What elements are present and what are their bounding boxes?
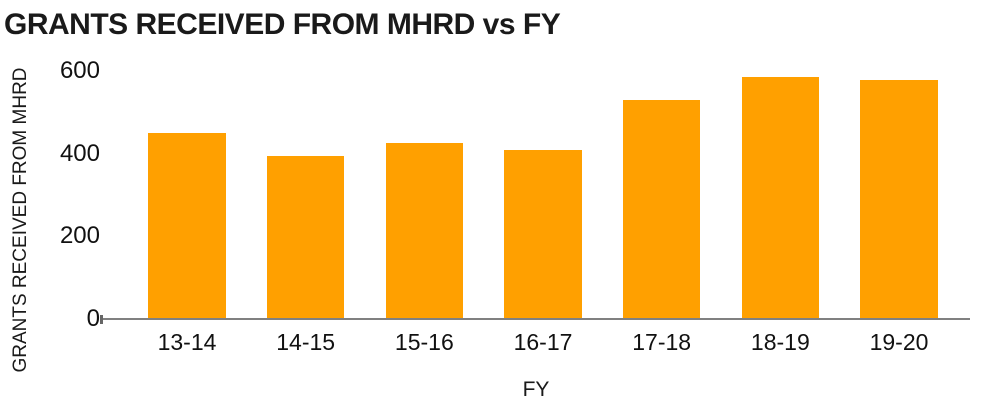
x-axis-line bbox=[102, 318, 970, 320]
y-tick-label: 400 bbox=[59, 139, 100, 167]
x-tick-label: 14-15 bbox=[276, 329, 336, 355]
x-tick-label: 19-20 bbox=[869, 329, 929, 355]
x-tick-label: 13-14 bbox=[157, 329, 217, 355]
y-axis-origin-tick bbox=[100, 315, 103, 324]
x-tick-label: 16-17 bbox=[513, 329, 573, 355]
y-tick-label: 600 bbox=[59, 57, 100, 85]
y-tick-label: 0 bbox=[86, 304, 100, 332]
bar-14-15 bbox=[266, 155, 345, 319]
y-tick-label: 200 bbox=[59, 222, 100, 250]
bar-13-14 bbox=[148, 133, 226, 319]
x-tick-label: 18-19 bbox=[750, 329, 810, 355]
bar-19-20 bbox=[860, 79, 938, 319]
bar-15-16 bbox=[385, 143, 464, 319]
bar-17-18 bbox=[622, 100, 701, 319]
y-axis-title: GRANTS RECEIVED FROM MHRD bbox=[10, 67, 31, 373]
bar-18-19 bbox=[741, 77, 820, 319]
chart-title: GRANTS RECEIVED FROM MHRD vs FY bbox=[4, 8, 561, 41]
x-tick-label: 17-18 bbox=[632, 329, 692, 355]
x-axis-title: FY bbox=[522, 378, 550, 401]
x-tick-label: 15-16 bbox=[394, 329, 454, 355]
bar-16-17 bbox=[504, 149, 582, 319]
